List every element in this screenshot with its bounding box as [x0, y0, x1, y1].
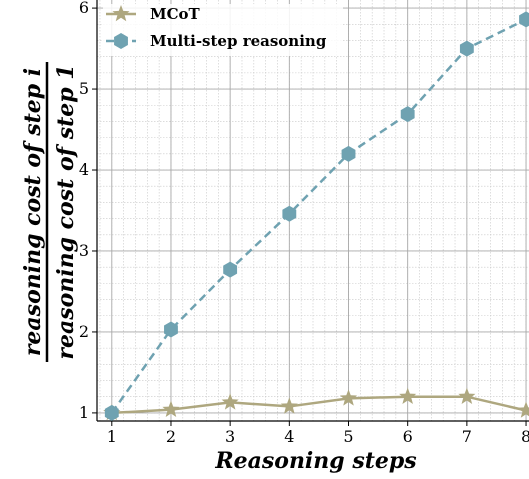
legend-symbol [112, 5, 130, 22]
legend-marker-multi-step-reasoning [106, 33, 136, 49]
x-tick-label: 2 [166, 427, 176, 446]
series-line-multi-step-reasoning [110, 18, 527, 414]
legend-background [103, 4, 343, 56]
y-tick-label: 4 [79, 160, 89, 179]
x-tick-label: 3 [225, 427, 235, 446]
data-point-mcot [517, 401, 529, 418]
y-tick-label: 1 [79, 403, 89, 422]
series-line-mcot [111, 395, 527, 415]
series-layer [103, 11, 529, 421]
y-tick-label: 5 [79, 79, 89, 98]
minor-gridlines [97, 0, 529, 421]
y-tick-label: 2 [79, 322, 89, 341]
data-point-multi-step-reasoning [459, 40, 474, 57]
x-tick-label: 1 [107, 427, 117, 446]
axes [92, 0, 529, 426]
data-point-mcot [280, 397, 298, 414]
legend-marker-mcot [106, 5, 136, 22]
data-point-multi-step-reasoning [519, 11, 529, 28]
x-tick-label: 5 [343, 427, 353, 446]
x-tick-label: 6 [403, 427, 413, 446]
legend-label-mcot: MCoT [150, 5, 201, 23]
y-axis-label-numerator: reasoning cost of step i [20, 68, 46, 356]
data-point-mcot [221, 393, 239, 410]
data-point-multi-step-reasoning [104, 404, 119, 421]
data-point-mcot [162, 400, 180, 417]
tick-labels: 1 2 3 4 5 6 7 8 1 2 3 4 5 6 [79, 0, 529, 446]
y-axis-label: reasoning cost of step i reasoning cost … [20, 62, 79, 362]
data-point-multi-step-reasoning [282, 205, 297, 222]
data-point-multi-step-reasoning [400, 106, 415, 123]
y-tick-label: 3 [79, 241, 89, 260]
data-point-multi-step-reasoning [223, 261, 238, 278]
data-point-mcot [399, 387, 417, 404]
x-tick-label: 7 [462, 427, 472, 446]
data-point-mcot [458, 387, 476, 404]
y-tick-label: 6 [79, 0, 89, 17]
x-axis-label: Reasoning steps [214, 448, 416, 474]
legend-symbol [114, 33, 128, 49]
data-point-multi-step-reasoning [164, 321, 178, 338]
data-point-multi-step-reasoning [341, 145, 356, 162]
data-point-mcot [339, 389, 358, 406]
y-axis-label-denominator: reasoning cost of step 1 [53, 64, 79, 359]
legend: MCoT Multi-step reasoning [103, 4, 343, 56]
x-tick-label: 8 [521, 427, 529, 446]
legend-label-multi-step-reasoning: Multi-step reasoning [150, 32, 327, 50]
x-tick-label: 4 [284, 427, 294, 446]
